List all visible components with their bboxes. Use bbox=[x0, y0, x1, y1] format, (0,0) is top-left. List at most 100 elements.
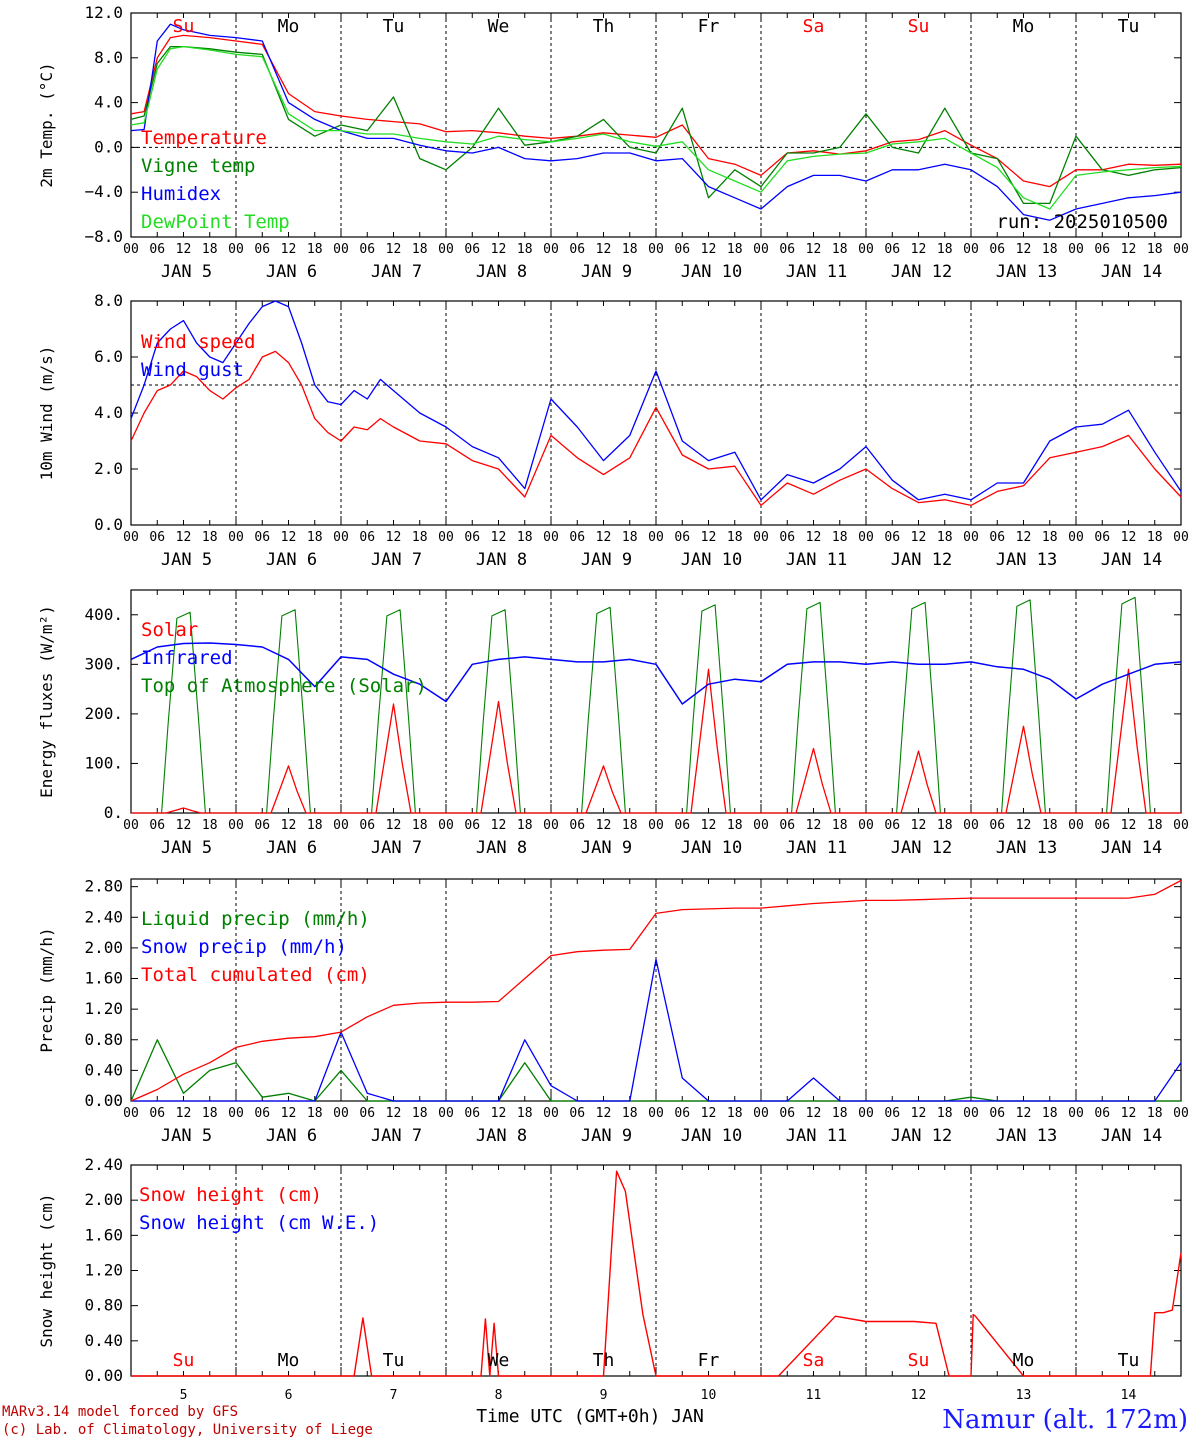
y-tick-label: 1.20 bbox=[84, 999, 123, 1018]
x-hour-label: 12 bbox=[386, 242, 402, 257]
x-hour-label: 00 bbox=[1173, 530, 1189, 545]
legend-entry: Top of Atmosphere (Solar) bbox=[141, 675, 427, 697]
x-date-label: JAN 9 bbox=[581, 262, 632, 282]
x-hour-label: 18 bbox=[1042, 1106, 1058, 1121]
x-hour-label: 06 bbox=[989, 242, 1005, 257]
x-hour-label: 18 bbox=[937, 242, 953, 257]
x-hour-label: 12 bbox=[596, 530, 612, 545]
x-date-label: JAN 13 bbox=[996, 1126, 1057, 1146]
x-hour-label: 12 bbox=[1121, 1106, 1137, 1121]
x-hour-label: 00 bbox=[543, 1106, 559, 1121]
x-date-label: JAN 12 bbox=[891, 1126, 952, 1146]
x-hour-label: 00 bbox=[438, 1106, 454, 1121]
x-hour-label: 12 bbox=[1016, 242, 1032, 257]
y-tick-label: 2.40 bbox=[84, 907, 123, 926]
x-hour-label: 06 bbox=[884, 242, 900, 257]
x-date-label: JAN 10 bbox=[681, 262, 742, 282]
x-hour-label: 18 bbox=[1147, 1106, 1163, 1121]
weekday-label: Tu bbox=[383, 1350, 405, 1371]
x-hour-label: 12 bbox=[701, 530, 717, 545]
x-hour-label: 12 bbox=[176, 242, 192, 257]
x-date-label: JAN 14 bbox=[1101, 550, 1162, 570]
wind-series-line bbox=[130, 300, 1182, 501]
x-hour-label: 00 bbox=[228, 530, 244, 545]
x-hour-label: 06 bbox=[674, 818, 690, 833]
x-date-label: JAN 6 bbox=[266, 838, 317, 858]
x-hour-label: 12 bbox=[911, 818, 927, 833]
x-hour-label: 06 bbox=[149, 818, 165, 833]
y-tick-label: 400. bbox=[84, 605, 123, 624]
x-date-label: JAN 7 bbox=[371, 262, 422, 282]
x-hour-label: 18 bbox=[1147, 530, 1163, 545]
x-hour-label: 06 bbox=[884, 1106, 900, 1121]
bottom-day-label: 14 bbox=[1121, 1388, 1137, 1403]
x-hour-label: 12 bbox=[701, 818, 717, 833]
x-hour-label: 06 bbox=[1094, 1106, 1110, 1121]
x-date-label: JAN 13 bbox=[996, 262, 1057, 282]
x-hour-label: 00 bbox=[963, 818, 979, 833]
y-tick-label: 0. bbox=[104, 803, 123, 822]
x-hour-label: 12 bbox=[281, 530, 297, 545]
x-hour-label: 06 bbox=[569, 1106, 585, 1121]
snow-height-panel: 2.40 2.00 1.60 1.20 0.80 0.40 0.00 Snow height … bbox=[37, 1155, 1182, 1403]
x-hour-label: 18 bbox=[1042, 530, 1058, 545]
legend-entry: Snow precip (mm/h) bbox=[141, 936, 347, 958]
y-axis-label: 2m Temp. (°C) bbox=[37, 62, 56, 187]
lab-credit: (c) Lab. of Climatology, University of L… bbox=[2, 1422, 373, 1438]
x-hour-label: 12 bbox=[176, 818, 192, 833]
y-tick-label: −8.0 bbox=[84, 227, 123, 246]
legend-entry: DewPoint Temp bbox=[141, 211, 290, 233]
y-tick-label: 4.0 bbox=[94, 403, 123, 422]
x-hour-label: 18 bbox=[517, 818, 533, 833]
y-tick-label: 0.0 bbox=[94, 137, 123, 156]
x-hour-label: 18 bbox=[412, 242, 428, 257]
x-date-label: JAN 11 bbox=[786, 838, 847, 858]
legend-entry: Vigne temp bbox=[141, 155, 255, 177]
x-hour-label: 00 bbox=[333, 530, 349, 545]
x-hour-label: 06 bbox=[254, 242, 270, 257]
x-hour-label: 18 bbox=[517, 242, 533, 257]
weekday-label: Su bbox=[908, 1350, 930, 1371]
x-hour-label: 18 bbox=[622, 818, 638, 833]
x-date-label: JAN 11 bbox=[786, 262, 847, 282]
x-hour-label: 00 bbox=[438, 530, 454, 545]
x-hour-label: 00 bbox=[123, 530, 139, 545]
x-hour-label: 18 bbox=[727, 242, 743, 257]
x-hour-label: 00 bbox=[123, 818, 139, 833]
x-hour-label: 00 bbox=[1173, 818, 1189, 833]
x-date-label: JAN 10 bbox=[681, 1126, 742, 1146]
x-hour-label: 18 bbox=[832, 1106, 848, 1121]
x-date-label: JAN 7 bbox=[371, 550, 422, 570]
y-tick-label: 0.80 bbox=[84, 1030, 123, 1049]
x-date-label: JAN 6 bbox=[266, 262, 317, 282]
x-hour-label: 18 bbox=[412, 530, 428, 545]
x-date-label: JAN 14 bbox=[1101, 262, 1162, 282]
y-tick-label: 0.0 bbox=[94, 515, 123, 534]
x-hour-label: 12 bbox=[1121, 818, 1137, 833]
x-hour-label: 18 bbox=[307, 530, 323, 545]
bottom-day-label: 9 bbox=[600, 1388, 608, 1403]
x-date-label: JAN 8 bbox=[476, 838, 527, 858]
x-date-label: JAN 11 bbox=[786, 550, 847, 570]
x-hour-label: 00 bbox=[333, 818, 349, 833]
x-hour-label: 12 bbox=[176, 530, 192, 545]
x-hour-label: 18 bbox=[622, 1106, 638, 1121]
x-hour-label: 12 bbox=[491, 1106, 507, 1121]
x-date-label: JAN 5 bbox=[161, 550, 212, 570]
weekday-label: Su bbox=[173, 1350, 195, 1371]
x-date-label: JAN 6 bbox=[266, 1126, 317, 1146]
weekday-label: Sa bbox=[803, 1350, 825, 1371]
bottom-day-label: 7 bbox=[390, 1388, 398, 1403]
bottom-day-label: 12 bbox=[911, 1388, 927, 1403]
x-hour-label: 06 bbox=[359, 242, 375, 257]
x-hour-label: 00 bbox=[228, 1106, 244, 1121]
x-hour-label: 06 bbox=[149, 242, 165, 257]
x-hour-label: 06 bbox=[569, 242, 585, 257]
legend-entry: Liquid precip (mm/h) bbox=[141, 908, 370, 930]
y-tick-label: 0.80 bbox=[84, 1296, 123, 1315]
x-date-label: JAN 11 bbox=[786, 1126, 847, 1146]
model-credit: MARv3.14 model forced by GFS bbox=[2, 1404, 238, 1420]
x-hour-label: 18 bbox=[727, 818, 743, 833]
temp-series-line bbox=[130, 45, 1182, 210]
x-hour-label: 12 bbox=[596, 1106, 612, 1121]
